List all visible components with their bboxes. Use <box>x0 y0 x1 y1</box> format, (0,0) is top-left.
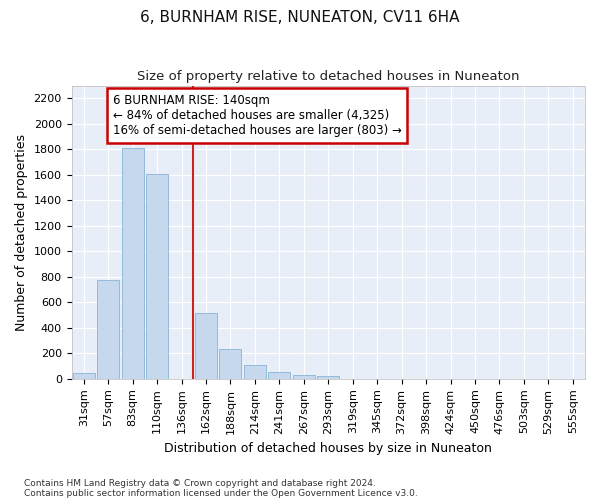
X-axis label: Distribution of detached houses by size in Nuneaton: Distribution of detached houses by size … <box>164 442 492 455</box>
Bar <box>97 280 119 379</box>
Text: Contains HM Land Registry data © Crown copyright and database right 2024.: Contains HM Land Registry data © Crown c… <box>24 478 376 488</box>
Y-axis label: Number of detached properties: Number of detached properties <box>15 134 28 330</box>
Text: 6, BURNHAM RISE, NUNEATON, CV11 6HA: 6, BURNHAM RISE, NUNEATON, CV11 6HA <box>140 10 460 25</box>
Text: Contains public sector information licensed under the Open Government Licence v3: Contains public sector information licen… <box>24 488 418 498</box>
Bar <box>220 350 241 379</box>
Bar <box>73 373 95 379</box>
Bar <box>244 366 266 379</box>
Text: 6 BURNHAM RISE: 140sqm
← 84% of detached houses are smaller (4,325)
16% of semi-: 6 BURNHAM RISE: 140sqm ← 84% of detached… <box>113 94 401 138</box>
Title: Size of property relative to detached houses in Nuneaton: Size of property relative to detached ho… <box>137 70 520 83</box>
Bar <box>146 174 168 379</box>
Bar <box>317 376 339 379</box>
Bar <box>195 312 217 379</box>
Bar <box>122 148 143 379</box>
Bar <box>268 372 290 379</box>
Bar <box>293 375 315 379</box>
